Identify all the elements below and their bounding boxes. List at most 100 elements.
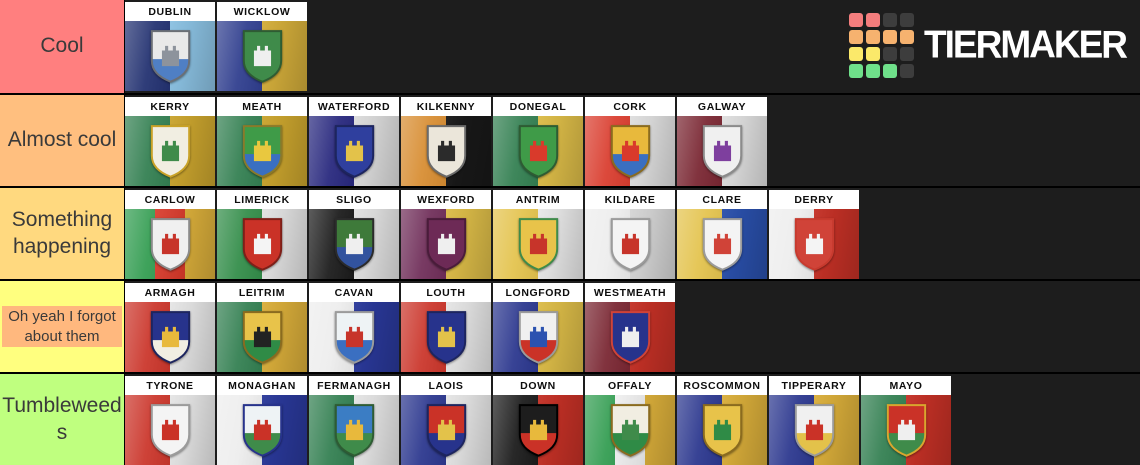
logo-grid-square <box>900 12 915 27</box>
tiermaker-logo[interactable]: TIERMAKER <box>849 12 1128 78</box>
county-flag <box>125 302 215 372</box>
county-tile-clare[interactable]: CLARE <box>677 190 767 279</box>
tier-label[interactable]: Almost cool <box>0 95 125 186</box>
county-name-label: DERRY <box>769 190 859 209</box>
county-name-label: DONEGAL <box>493 97 583 116</box>
county-name-label: CLARE <box>677 190 767 209</box>
county-tile-mayo[interactable]: MAYO <box>861 376 951 465</box>
logo-grid-square <box>883 29 898 44</box>
county-tile-cork[interactable]: CORK <box>585 97 675 186</box>
county-tile-donegal[interactable]: DONEGAL <box>493 97 583 186</box>
county-name-label: ROSCOMMON <box>677 376 767 395</box>
county-tile-armagh[interactable]: ARMAGH <box>125 283 215 372</box>
county-name-label: GALWAY <box>677 97 767 116</box>
county-crest-shield-icon <box>242 311 282 364</box>
county-tile-louth[interactable]: LOUTH <box>401 283 491 372</box>
logo-grid-square <box>883 12 898 27</box>
county-tile-wicklow[interactable]: WICKLOW <box>217 2 307 91</box>
county-crest-shield-icon <box>334 404 374 457</box>
county-flag <box>769 395 859 465</box>
logo-grid-square <box>900 46 915 61</box>
county-crest-shield-icon <box>150 311 190 364</box>
county-crest-shield-icon <box>426 404 466 457</box>
tier-tiles-area: DUBLIN WICKLOW <box>125 0 1140 93</box>
tier-label-text: Tumbleweeds <box>2 394 122 444</box>
county-crest-shield-icon <box>702 218 742 271</box>
county-flag <box>585 302 675 372</box>
county-tile-kerry[interactable]: KERRY <box>125 97 215 186</box>
county-tile-meath[interactable]: MEATH <box>217 97 307 186</box>
county-crest-shield-icon <box>150 218 190 271</box>
county-flag <box>217 302 307 372</box>
tiermaker-logo-text: TIERMAKER <box>924 22 1128 66</box>
county-flag <box>861 395 951 465</box>
county-tile-antrim[interactable]: ANTRIM <box>493 190 583 279</box>
county-flag <box>217 116 307 186</box>
county-tile-tyrone[interactable]: TYRONE <box>125 376 215 465</box>
county-crest-shield-icon <box>242 404 282 457</box>
tier-row: Almost cool KERRY MEATH WATERFORD KILKENNY DO… <box>0 93 1140 186</box>
county-name-label: LEITRIM <box>217 283 307 302</box>
county-tile-wexford[interactable]: WEXFORD <box>401 190 491 279</box>
logo-grid-square <box>849 12 864 27</box>
tier-tiles-area: CARLOW LIMERICK SLIGO WEXFORD ANTRIM KILDARE C… <box>125 188 1140 279</box>
county-tile-sligo[interactable]: SLIGO <box>309 190 399 279</box>
county-flag <box>585 209 675 279</box>
county-crest-shield-icon <box>794 218 834 271</box>
county-flag <box>677 116 767 186</box>
county-tile-derry[interactable]: DERRY <box>769 190 859 279</box>
county-crest-shield-icon <box>334 125 374 178</box>
county-tile-monaghan[interactable]: MONAGHAN <box>217 376 307 465</box>
county-tile-longford[interactable]: LONGFORD <box>493 283 583 372</box>
tier-label[interactable]: Something happening <box>0 188 125 279</box>
county-tile-tipperary[interactable]: TIPPERARY <box>769 376 859 465</box>
tier-label[interactable]: Tumbleweeds <box>0 374 125 465</box>
county-flag <box>493 116 583 186</box>
county-name-label: WICKLOW <box>217 2 307 21</box>
county-name-label: MONAGHAN <box>217 376 307 395</box>
county-tile-dublin[interactable]: DUBLIN <box>125 2 215 91</box>
county-crest-shield-icon <box>702 404 742 457</box>
county-name-label: CAVAN <box>309 283 399 302</box>
county-tile-carlow[interactable]: CARLOW <box>125 190 215 279</box>
county-tile-offaly[interactable]: OFFALY <box>585 376 675 465</box>
county-tile-waterford[interactable]: WATERFORD <box>309 97 399 186</box>
county-tile-galway[interactable]: GALWAY <box>677 97 767 186</box>
county-name-label: KILDARE <box>585 190 675 209</box>
county-crest-shield-icon <box>794 404 834 457</box>
logo-grid-square <box>849 29 864 44</box>
county-tile-kildare[interactable]: KILDARE <box>585 190 675 279</box>
tier-label-text: Cool <box>40 34 84 58</box>
county-tile-fermanagh[interactable]: FERMANAGH <box>309 376 399 465</box>
county-name-label: ARMAGH <box>125 283 215 302</box>
county-tile-down[interactable]: DOWN <box>493 376 583 465</box>
county-name-label: MAYO <box>861 376 951 395</box>
tier-label[interactable]: Oh yeah I forgot about them <box>0 281 125 372</box>
county-name-label: KILKENNY <box>401 97 491 116</box>
county-flag <box>677 395 767 465</box>
county-name-label: TYRONE <box>125 376 215 395</box>
county-name-label: DOWN <box>493 376 583 395</box>
logo-grid-square <box>866 63 881 78</box>
county-tile-westmeath[interactable]: WESTMEATH <box>585 283 675 372</box>
logo-grid-square <box>900 63 915 78</box>
tier-tiles-area: KERRY MEATH WATERFORD KILKENNY DONEGAL CORK GA… <box>125 95 1140 186</box>
tier-row: Oh yeah I forgot about them ARMAGH LEITRIM… <box>0 279 1140 372</box>
county-crest-shield-icon <box>518 311 558 364</box>
county-flag <box>125 21 215 91</box>
county-crest-shield-icon <box>242 125 282 178</box>
county-tile-limerick[interactable]: LIMERICK <box>217 190 307 279</box>
county-name-label: KERRY <box>125 97 215 116</box>
county-tile-kilkenny[interactable]: KILKENNY <box>401 97 491 186</box>
county-tile-laois[interactable]: LAOIS <box>401 376 491 465</box>
county-tile-leitrim[interactable]: LEITRIM <box>217 283 307 372</box>
county-flag <box>401 209 491 279</box>
county-tile-roscommon[interactable]: ROSCOMMON <box>677 376 767 465</box>
county-tile-cavan[interactable]: CAVAN <box>309 283 399 372</box>
county-flag <box>493 302 583 372</box>
tier-row: Cool DUBLIN WICKLOW <box>0 0 1140 93</box>
tier-label[interactable]: Cool <box>0 0 125 93</box>
logo-grid-square <box>866 29 881 44</box>
